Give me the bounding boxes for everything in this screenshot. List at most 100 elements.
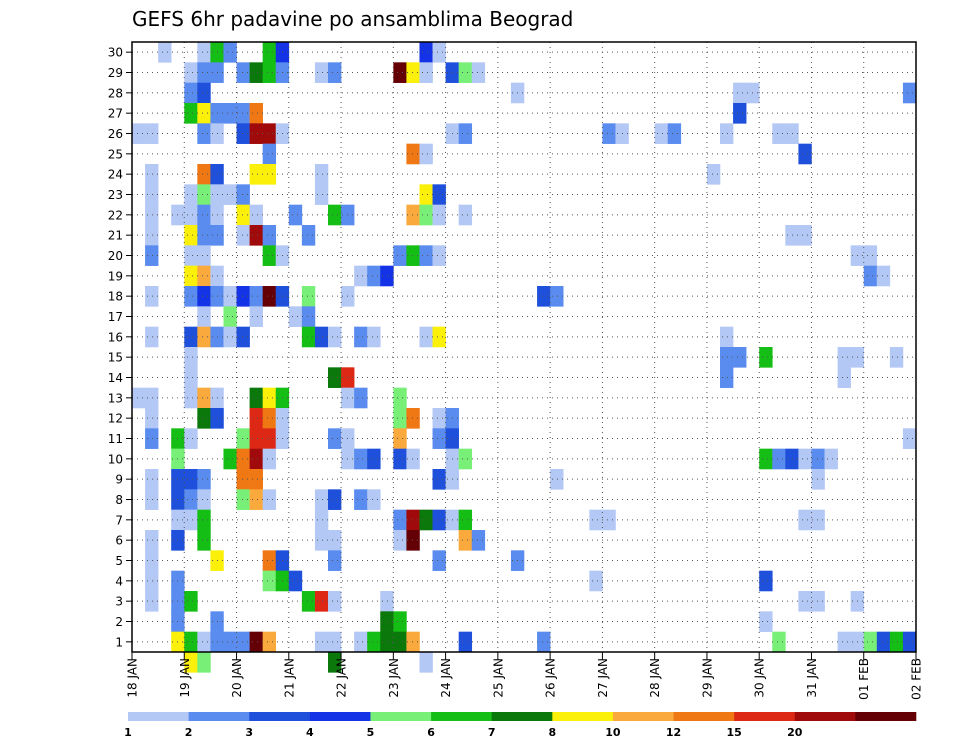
heatmap-cell — [393, 62, 407, 83]
heatmap-cell — [328, 326, 342, 348]
y-tick-label: 18 — [108, 290, 123, 304]
heatmap-cell — [197, 489, 211, 510]
heatmap-cell — [354, 631, 368, 653]
heatmap-cell — [249, 123, 263, 144]
heatmap-cell — [197, 530, 211, 551]
heatmap-cell — [184, 103, 198, 124]
heatmap-cell — [432, 42, 446, 63]
x-tick-label: 18 JAN — [126, 658, 140, 698]
heatmap-cell — [145, 469, 159, 490]
heatmap-cell — [184, 265, 198, 287]
colorbar-swatch — [309, 712, 371, 721]
x-tick-label: 28 JAN — [648, 658, 662, 698]
heatmap-cell — [249, 306, 263, 327]
heatmap-cell — [537, 631, 551, 653]
heatmap-cell — [197, 631, 211, 653]
heatmap-cell — [471, 530, 486, 551]
colorbar-swatch — [249, 712, 311, 721]
heatmap-cell — [145, 326, 159, 348]
heatmap-cell — [197, 184, 211, 205]
heatmap-cell — [314, 184, 329, 205]
heatmap-cell — [889, 631, 904, 653]
colorbar-label: 10 — [605, 726, 621, 739]
heatmap-cell — [759, 347, 773, 368]
heatmap-cell — [236, 631, 250, 653]
heatmap-cell — [380, 265, 394, 287]
heatmap-cell — [184, 469, 198, 490]
colorbar-swatch — [431, 712, 492, 721]
heatmap-cells — [132, 42, 917, 673]
x-tick-label: 30 JAN — [753, 658, 767, 698]
heatmap-cell — [145, 184, 159, 205]
heatmap-cell — [824, 448, 838, 470]
heatmap-cell — [432, 509, 446, 531]
x-tick-label: 27 JAN — [596, 658, 610, 698]
heatmap-cell — [249, 62, 263, 83]
colorbar-swatch — [794, 712, 856, 721]
heatmap-cell — [811, 469, 825, 490]
heatmap-cell — [798, 225, 812, 246]
heatmap-cell — [328, 631, 342, 653]
y-tick-label: 26 — [108, 127, 123, 141]
x-tick-label: 20 JAN — [230, 658, 244, 698]
heatmap-cell — [720, 347, 734, 368]
y-tick-label: 3 — [115, 595, 123, 609]
y-tick-label: 7 — [115, 513, 123, 527]
heatmap-cell — [249, 428, 263, 449]
y-tick-label: 9 — [115, 473, 123, 487]
heatmap-cell — [419, 204, 433, 226]
heatmap-cell — [184, 347, 198, 368]
heatmap-cell — [458, 631, 473, 653]
colorbar-swatch — [188, 712, 250, 721]
heatmap-cell — [328, 62, 342, 83]
heatmap-cell — [197, 326, 211, 348]
heatmap-cell — [902, 82, 917, 104]
heatmap-cell — [197, 42, 211, 63]
heatmap-cell — [458, 530, 473, 551]
heatmap-cell — [406, 530, 420, 551]
heatmap-cell — [759, 570, 773, 592]
heatmap-cell — [262, 408, 277, 429]
colorbar-label: 2 — [185, 726, 193, 739]
heatmap-cell — [197, 164, 211, 185]
colorbar-legend: 1 2 3 4 5 6 7 8 10 12 15 20 — [124, 712, 917, 739]
heatmap-cell — [328, 591, 342, 612]
heatmap-cell — [589, 509, 603, 531]
heatmap-cell — [419, 62, 433, 83]
heatmap-cell — [837, 367, 851, 388]
heatmap-cell — [406, 204, 420, 226]
heatmap-cell — [262, 448, 277, 470]
heatmap-cell — [328, 204, 342, 226]
y-tick-label: 20 — [108, 249, 123, 263]
y-tick-label: 4 — [115, 574, 123, 588]
y-tick-label: 28 — [108, 86, 123, 100]
heatmap-cell — [406, 143, 420, 165]
x-tick-label: 26 JAN — [544, 658, 558, 698]
heatmap-cell — [432, 184, 446, 205]
heatmap-cell — [354, 265, 368, 287]
heatmap-cell — [720, 123, 734, 144]
heatmap-cell — [249, 225, 263, 246]
heatmap-cell — [811, 448, 825, 470]
heatmap-cell — [733, 82, 747, 104]
colorbar-swatch — [370, 712, 432, 721]
heatmap-cell — [314, 591, 329, 612]
y-tick-label: 24 — [108, 168, 123, 182]
heatmap-cell — [328, 489, 342, 510]
heatmap-cell — [811, 509, 825, 531]
y-tick-label: 27 — [108, 107, 123, 121]
heatmap-cell — [197, 306, 211, 327]
heatmap-cell — [197, 103, 211, 124]
y-tick-label: 23 — [108, 188, 123, 202]
heatmap-cell — [772, 123, 786, 144]
colorbar-swatch — [128, 712, 189, 721]
x-axis: 18 JAN 19 JAN 20 JAN 21 JAN 22 JAN 23 JAN 24 J… — [126, 652, 924, 700]
heatmap-cell — [223, 306, 237, 327]
heatmap-cell — [301, 306, 316, 327]
y-tick-label: 11 — [108, 432, 123, 446]
heatmap-cell — [262, 286, 277, 307]
heatmap-cell — [197, 509, 211, 531]
heatmap-cell — [419, 245, 433, 266]
x-tick-label: 23 JAN — [387, 658, 401, 698]
